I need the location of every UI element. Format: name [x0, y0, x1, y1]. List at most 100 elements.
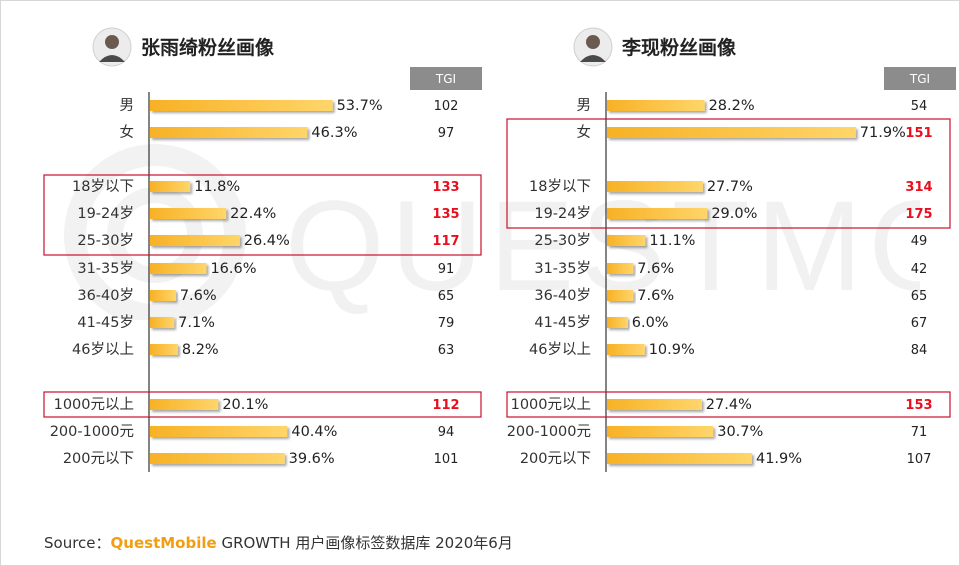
source-brand: QuestMobile [110, 534, 217, 552]
category-label: 41-45岁 [77, 314, 134, 331]
tgi-value: 102 [434, 99, 459, 114]
data-label: 7.6% [180, 288, 217, 304]
tgi-value: 65 [911, 289, 928, 304]
category-label: 36-40岁 [77, 287, 134, 304]
data-label: 46.3% [311, 125, 357, 141]
category-label: 46岁以上 [72, 341, 134, 358]
bar [607, 127, 856, 138]
category-label: 1000元以上 [54, 396, 134, 413]
data-label: 22.4% [230, 206, 276, 222]
data-label: 40.4% [291, 424, 337, 440]
category-label: 200-1000元 [507, 424, 591, 440]
category-label: 19-24岁 [534, 205, 591, 222]
data-label: 20.1% [222, 397, 268, 413]
bar [607, 290, 634, 301]
bar [150, 399, 219, 410]
tgi-value: 71 [911, 425, 928, 440]
tgi-value: 97 [438, 126, 455, 141]
chart-panel-2: 李现粉丝画像 TGI 男 28.2% 54 女 71.9% 151 18岁以下 27.7% 314 1… [506, 27, 956, 472]
source-prefix: Source： [44, 534, 111, 552]
bar [607, 426, 714, 437]
data-label: 10.9% [649, 342, 695, 358]
highlight-box [506, 118, 951, 229]
category-label: 200-1000元 [50, 424, 134, 440]
panel-title: 李现粉丝画像 [621, 36, 737, 59]
tgi-value: 112 [432, 398, 459, 413]
bar [607, 100, 705, 111]
data-label: 30.7% [717, 424, 763, 440]
bar [607, 317, 628, 328]
tgi-value: 175 [905, 207, 932, 222]
category-label: 女 [120, 123, 135, 141]
data-label: 6.0% [632, 315, 669, 331]
category-label: 25-30岁 [534, 232, 591, 249]
bar [607, 181, 703, 192]
tgi-value: 314 [905, 180, 932, 195]
tgi-header: TGI [909, 72, 930, 86]
source-rest: GROWTH 用户画像标签数据库 2020年6月 [216, 534, 513, 552]
tgi-header-bg [884, 67, 956, 90]
bar [607, 208, 708, 219]
tgi-value: 42 [911, 262, 928, 277]
category-label: 31-35岁 [77, 260, 134, 277]
tgi-value: 117 [432, 234, 459, 249]
category-label: 1000元以上 [511, 396, 591, 413]
avatar-body [580, 55, 606, 62]
bar [150, 235, 240, 246]
category-label: 男 [577, 98, 592, 114]
category-label: 200元以下 [520, 451, 591, 467]
category-label: 200元以下 [63, 451, 134, 467]
tgi-value: 151 [905, 126, 932, 141]
category-label: 46岁以上 [529, 341, 591, 358]
category-label: 男 [120, 98, 135, 114]
avatar-head [586, 35, 600, 49]
data-label: 8.2% [182, 342, 219, 358]
data-label: 28.2% [709, 98, 755, 114]
tgi-value: 65 [438, 289, 455, 304]
bar [150, 453, 285, 464]
data-label: 39.6% [289, 451, 335, 467]
data-label: 27.7% [707, 179, 753, 195]
category-label: 31-35岁 [534, 260, 591, 277]
tgi-value: 133 [432, 180, 459, 195]
tgi-header-bg [410, 67, 482, 90]
avatar-head [105, 35, 119, 49]
data-label: 29.0% [711, 206, 757, 222]
bar [150, 127, 308, 138]
tgi-header: TGI [435, 72, 456, 86]
tgi-value: 135 [432, 207, 459, 222]
tgi-value: 49 [911, 234, 928, 249]
tgi-value: 94 [438, 425, 455, 440]
data-label: 27.4% [706, 397, 752, 413]
bar [607, 235, 646, 246]
bar [150, 290, 176, 301]
bar [150, 181, 191, 192]
tgi-value: 63 [438, 343, 455, 358]
data-label: 7.6% [637, 261, 674, 277]
tgi-value: 107 [907, 452, 932, 467]
tgi-value: 153 [905, 398, 932, 413]
data-label: 16.6% [210, 261, 256, 277]
category-label: 19-24岁 [77, 205, 134, 222]
bar [150, 317, 175, 328]
panel-title: 张雨绮粉丝画像 [141, 36, 275, 59]
avatar-body [99, 55, 125, 62]
category-label: 18岁以下 [72, 178, 134, 195]
data-label: 11.1% [649, 233, 695, 249]
highlight-box [506, 391, 951, 418]
highlight-box [43, 391, 482, 418]
tgi-value: 79 [438, 316, 455, 331]
person-avatar-icon [92, 27, 132, 67]
data-label: 71.9% [860, 125, 906, 141]
data-label: 11.8% [194, 179, 240, 195]
category-label: 41-45岁 [534, 314, 591, 331]
tgi-value: 54 [911, 99, 928, 114]
chart-panel-1: 张雨绮粉丝画像 TGI 男 53.7% 102 女 46.3% 97 18岁以下 11.8% 133… [43, 27, 482, 472]
tgi-value: 84 [911, 343, 928, 358]
data-label: 53.7% [337, 98, 383, 114]
data-label: 7.1% [178, 315, 215, 331]
category-label: 36-40岁 [534, 287, 591, 304]
category-label: 18岁以下 [529, 178, 591, 195]
bar [150, 263, 207, 274]
